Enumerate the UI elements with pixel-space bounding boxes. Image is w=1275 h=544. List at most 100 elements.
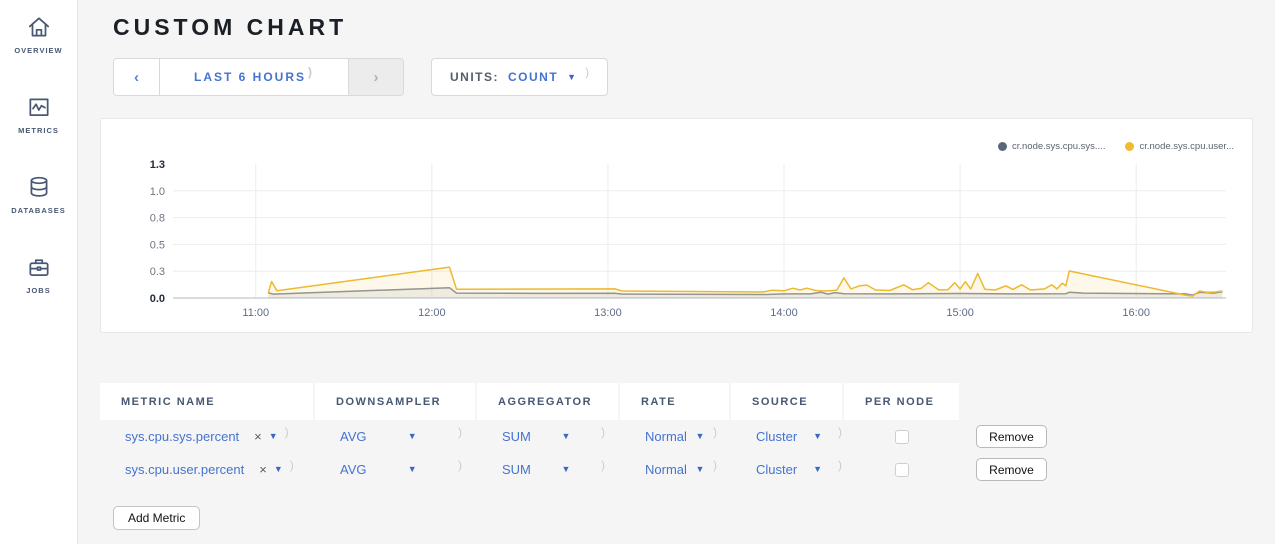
per-node-checkbox[interactable]	[894, 462, 909, 477]
metric-name-cell: sys.cpu.sys.percent × ▼)	[100, 425, 313, 445]
aggregator-cell: SUM ▼)	[477, 425, 618, 445]
metrics-table-header: METRIC NAME DOWNSAMPLER AGGREGATOR RATE SOUR…	[100, 383, 1110, 420]
time-window-dropdown[interactable]: LAST 6 HOURS)	[159, 59, 349, 95]
time-window-next-button[interactable]: ›	[349, 59, 403, 95]
time-window-selector: ‹ LAST 6 HOURS) ›	[113, 58, 404, 96]
database-icon	[26, 174, 52, 200]
legend-item[interactable]: cr.node.sys.cpu.sys....	[998, 141, 1105, 152]
per-node-cell	[844, 462, 959, 477]
metric-name-dropdown[interactable]: sys.cpu.sys.percent	[125, 429, 240, 444]
source-value: Cluster	[756, 429, 798, 444]
rate-cell: Normal ▼)	[620, 425, 729, 445]
legend-dot	[1125, 142, 1135, 151]
rate-dropdown[interactable]: Normal ▼)	[645, 425, 717, 445]
clear-metric-icon[interactable]: ×	[259, 462, 267, 477]
column-header-source: SOURCE	[731, 383, 842, 420]
x-axis-tick-label: 11:00	[242, 307, 269, 319]
y-axis-tick-label: 0.8	[150, 213, 165, 225]
page-title: CUSTOM CHART	[113, 14, 348, 40]
dropdown-arc: )	[289, 457, 294, 472]
actions-cell: Remove	[961, 458, 1111, 481]
home-icon	[26, 14, 52, 40]
series-area	[268, 287, 1223, 298]
rate-cell: Normal ▼)	[620, 458, 729, 478]
per-node-checkbox[interactable]	[894, 429, 909, 444]
metrics-icon	[26, 94, 52, 120]
chevron-down-icon: ▼	[407, 464, 417, 474]
legend-dot	[998, 142, 1007, 151]
chevron-down-icon: ▼	[561, 464, 571, 474]
y-axis-tick-label: 1.0	[150, 186, 165, 198]
chevron-down-icon: ▼	[273, 464, 283, 474]
aggregator-value: SUM	[502, 462, 531, 477]
y-axis-tick-label: 0.0	[150, 293, 165, 305]
column-header-rate: RATE	[620, 383, 729, 420]
sidebar-item-jobs[interactable]: JOBS	[0, 254, 77, 334]
remove-metric-button[interactable]: Remove	[976, 458, 1047, 481]
source-dropdown[interactable]: Cluster ▼)	[756, 458, 842, 478]
sidebar: OVERVIEW METRICS DATABASES JOBS	[0, 0, 78, 544]
actions-cell: Remove	[961, 425, 1111, 448]
aggregator-dropdown[interactable]: SUM ▼)	[502, 458, 605, 478]
series-line	[267, 286, 1223, 296]
metric-name-cell: sys.cpu.user.percent × ▼)	[100, 458, 313, 478]
series-area	[268, 267, 1223, 298]
sidebar-item-databases[interactable]: DATABASES	[0, 174, 77, 254]
downsampler-value: AVG	[340, 429, 367, 444]
chevron-down-icon: ▼	[268, 431, 278, 441]
downsampler-dropdown[interactable]: AVG ▼)	[340, 458, 462, 478]
time-window-prev-button[interactable]: ‹	[114, 59, 159, 95]
chevron-down-icon: ▼	[813, 431, 823, 441]
legend-item[interactable]: cr.node.sys.cpu.user...	[1125, 141, 1234, 152]
x-axis-tick-label: 15:00	[946, 307, 974, 319]
chevron-down-icon: ▼	[813, 464, 823, 474]
column-header-metric-name: METRIC NAME	[100, 383, 313, 420]
x-axis-tick-label: 12:00	[418, 307, 446, 319]
main-content: CUSTOM CHART ‹ LAST 6 HOURS) › UNITS: CO…	[78, 0, 1275, 544]
units-label: UNITS:	[450, 70, 499, 84]
metric-row: sys.cpu.sys.percent × ▼) AVG ▼) SUM ▼) Normal ▼)…	[100, 420, 1110, 453]
dropdown-arc: )	[457, 424, 462, 439]
clear-metric-icon[interactable]: ×	[254, 429, 262, 444]
units-dropdown[interactable]: UNITS: COUNT ▼ )	[431, 58, 609, 96]
source-cell: Cluster ▼)	[731, 458, 842, 478]
rate-dropdown[interactable]: Normal ▼)	[645, 458, 717, 478]
y-axis-tick-label: 0.3	[150, 266, 165, 278]
chevron-down-icon: ▼	[695, 431, 705, 441]
chevron-down-icon: ▼	[695, 464, 705, 474]
dropdown-arc: )	[601, 424, 605, 439]
source-dropdown[interactable]: Cluster ▼)	[756, 425, 842, 445]
metrics-table: METRIC NAME DOWNSAMPLER AGGREGATOR RATE SOUR…	[100, 383, 1110, 486]
column-header-aggregator: AGGREGATOR	[477, 383, 618, 420]
dropdown-arc: )	[457, 457, 462, 472]
dropdown-arc: )	[837, 457, 842, 472]
custom-chart-card: 11:00 12:00 13:00 14:00 15:00 16:00 0.0 0.3 0.5 0…	[100, 118, 1253, 333]
add-metric-button[interactable]: Add Metric	[113, 506, 201, 530]
dropdown-arc: )	[308, 65, 314, 79]
sidebar-item-metrics[interactable]: METRICS	[0, 94, 77, 174]
per-node-cell	[844, 429, 959, 444]
legend-label: cr.node.sys.cpu.user...	[1139, 141, 1234, 152]
remove-metric-button[interactable]: Remove	[976, 425, 1047, 448]
aggregator-value: SUM	[502, 429, 531, 444]
chevron-down-icon: ▼	[567, 71, 577, 82]
source-cell: Cluster ▼)	[731, 425, 842, 445]
custom-chart-plot: 11:00 12:00 13:00 14:00 15:00 16:00 0.0 0.3 0.5 0…	[150, 159, 1226, 319]
downsampler-dropdown[interactable]: AVG ▼)	[340, 425, 462, 445]
metrics-table-body: sys.cpu.sys.percent × ▼) AVG ▼) SUM ▼) Normal ▼)…	[100, 420, 1110, 486]
aggregator-dropdown[interactable]: SUM ▼)	[502, 425, 605, 445]
sidebar-item-label: DATABASES	[11, 206, 66, 215]
rate-value: Normal	[645, 429, 687, 444]
downsampler-cell: AVG ▼)	[315, 425, 475, 445]
chevron-down-icon: ▼	[407, 431, 417, 441]
dropdown-arc: )	[712, 424, 717, 439]
downsampler-cell: AVG ▼)	[315, 458, 475, 478]
y-axis-tick-label: 0.5	[150, 239, 165, 251]
series-line	[267, 266, 1223, 297]
column-header-per-node: PER NODE	[844, 383, 959, 420]
sidebar-item-label: JOBS	[26, 286, 51, 295]
units-value: COUNT	[508, 70, 559, 84]
metric-row: sys.cpu.user.percent × ▼) AVG ▼) SUM ▼) Normal ▼…	[100, 453, 1110, 486]
metric-name-dropdown[interactable]: sys.cpu.user.percent	[125, 462, 245, 477]
sidebar-item-overview[interactable]: OVERVIEW	[0, 14, 77, 94]
